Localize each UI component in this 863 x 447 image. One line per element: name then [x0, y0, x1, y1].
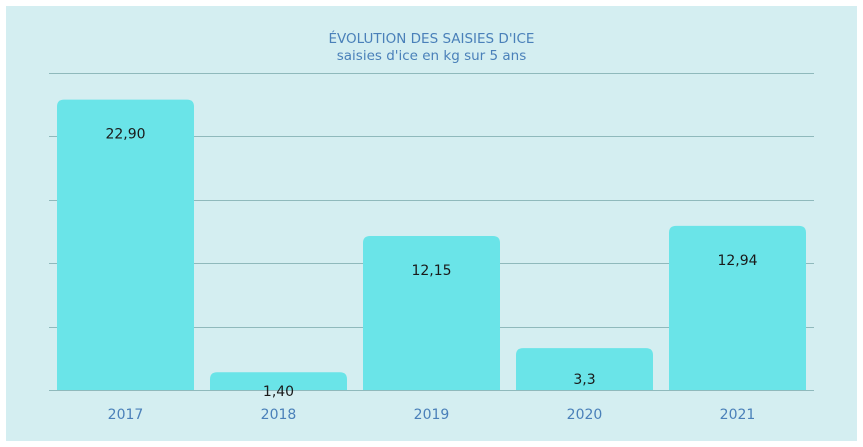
data-label-2017: 22,90 [105, 127, 145, 143]
x-tick-label-2017: 2017 [108, 407, 144, 423]
x-tick-label-2019: 2019 [414, 407, 450, 423]
x-tick-label-2020: 2020 [567, 407, 603, 423]
x-tick-label-2021: 2021 [720, 407, 756, 423]
bar-2019 [363, 235, 500, 390]
data-label-2021: 12,94 [717, 253, 757, 269]
chart-subtitle: saisies d'ice en kg sur 5 ans [336, 48, 527, 64]
bars [57, 99, 806, 391]
data-labels: 22,90 1,40 12,15 3,3 12,94 [105, 127, 757, 400]
data-label-2018: 1,40 [263, 384, 294, 400]
x-axis-ticks: 2017 2018 2019 2020 2021 [108, 407, 756, 423]
bar-2018 [210, 372, 347, 390]
chart-title: ÉVOLUTION DES SAISIES D'ICE [328, 31, 535, 47]
bar-2021 [669, 225, 806, 390]
bar-2017 [57, 99, 194, 391]
data-label-2020: 3,3 [573, 372, 595, 388]
data-label-2019: 12,15 [411, 263, 451, 279]
bar-2020 [516, 348, 653, 390]
chart-panel: ÉVOLUTION DES SAISIES D'ICE saisies d'ic… [6, 6, 857, 441]
x-tick-label-2018: 2018 [261, 407, 297, 423]
